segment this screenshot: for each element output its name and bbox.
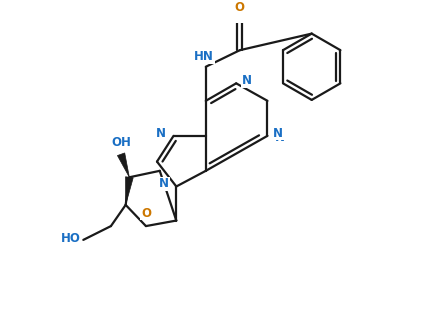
Polygon shape bbox=[126, 177, 133, 205]
Text: OH: OH bbox=[111, 136, 131, 149]
Text: N: N bbox=[156, 126, 166, 139]
Text: N: N bbox=[242, 74, 252, 87]
Text: N: N bbox=[156, 126, 166, 139]
Text: N: N bbox=[273, 126, 283, 139]
Text: O: O bbox=[235, 1, 245, 14]
Text: N: N bbox=[161, 181, 171, 194]
Polygon shape bbox=[117, 153, 129, 177]
Text: N: N bbox=[242, 74, 252, 87]
Text: O: O bbox=[141, 207, 151, 220]
Text: N: N bbox=[159, 177, 169, 190]
Text: N: N bbox=[275, 131, 285, 144]
Text: HN: HN bbox=[194, 50, 214, 63]
Text: HO: HO bbox=[61, 231, 80, 245]
